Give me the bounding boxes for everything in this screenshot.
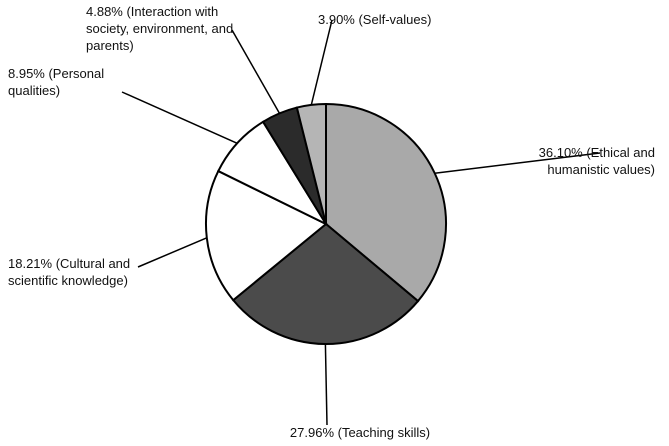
slice-label-line: 4.88% (Interaction with <box>86 4 218 19</box>
leader-line <box>137 237 208 268</box>
leader-line <box>310 19 333 106</box>
slice-label-line: 18.21% (Cultural and <box>8 256 130 271</box>
slice-label: 8.95% (Personal qualities) <box>8 66 104 98</box>
slice-labels: 36.10% (Ethical and humanistic values) 27.… <box>8 4 655 440</box>
slice-label-line: 36.10% (Ethical and <box>539 145 655 160</box>
slice-label: 27.96% (Teaching skills) <box>290 425 430 440</box>
leader-lines <box>121 19 601 426</box>
leader-line <box>324 343 328 426</box>
slice-label: 36.10% (Ethical and humanistic values) <box>539 145 655 177</box>
slice-label: 3.90% (Self-values) <box>318 12 431 27</box>
slice-label-line: 27.96% (Teaching skills) <box>290 425 430 440</box>
leader-line <box>231 29 281 114</box>
slice-label-line: scientific knowledge) <box>8 273 128 288</box>
slice-label-line: parents) <box>86 38 134 53</box>
slice-label-line: society, environment, and <box>86 21 233 36</box>
slice-label-line: 8.95% (Personal <box>8 66 104 81</box>
slice-label-line: humanistic values) <box>547 162 655 177</box>
slice-label-line: 3.90% (Self-values) <box>318 12 431 27</box>
pie-slice <box>231 222 420 345</box>
pie-slices <box>205 102 447 345</box>
leader-line <box>434 152 601 174</box>
slice-label-line: qualities) <box>8 83 60 98</box>
slice-label: 4.88% (Interaction with society, environm… <box>86 4 233 53</box>
leader-line <box>121 91 238 144</box>
slice-label: 18.21% (Cultural and scientific knowledge… <box>8 256 130 288</box>
